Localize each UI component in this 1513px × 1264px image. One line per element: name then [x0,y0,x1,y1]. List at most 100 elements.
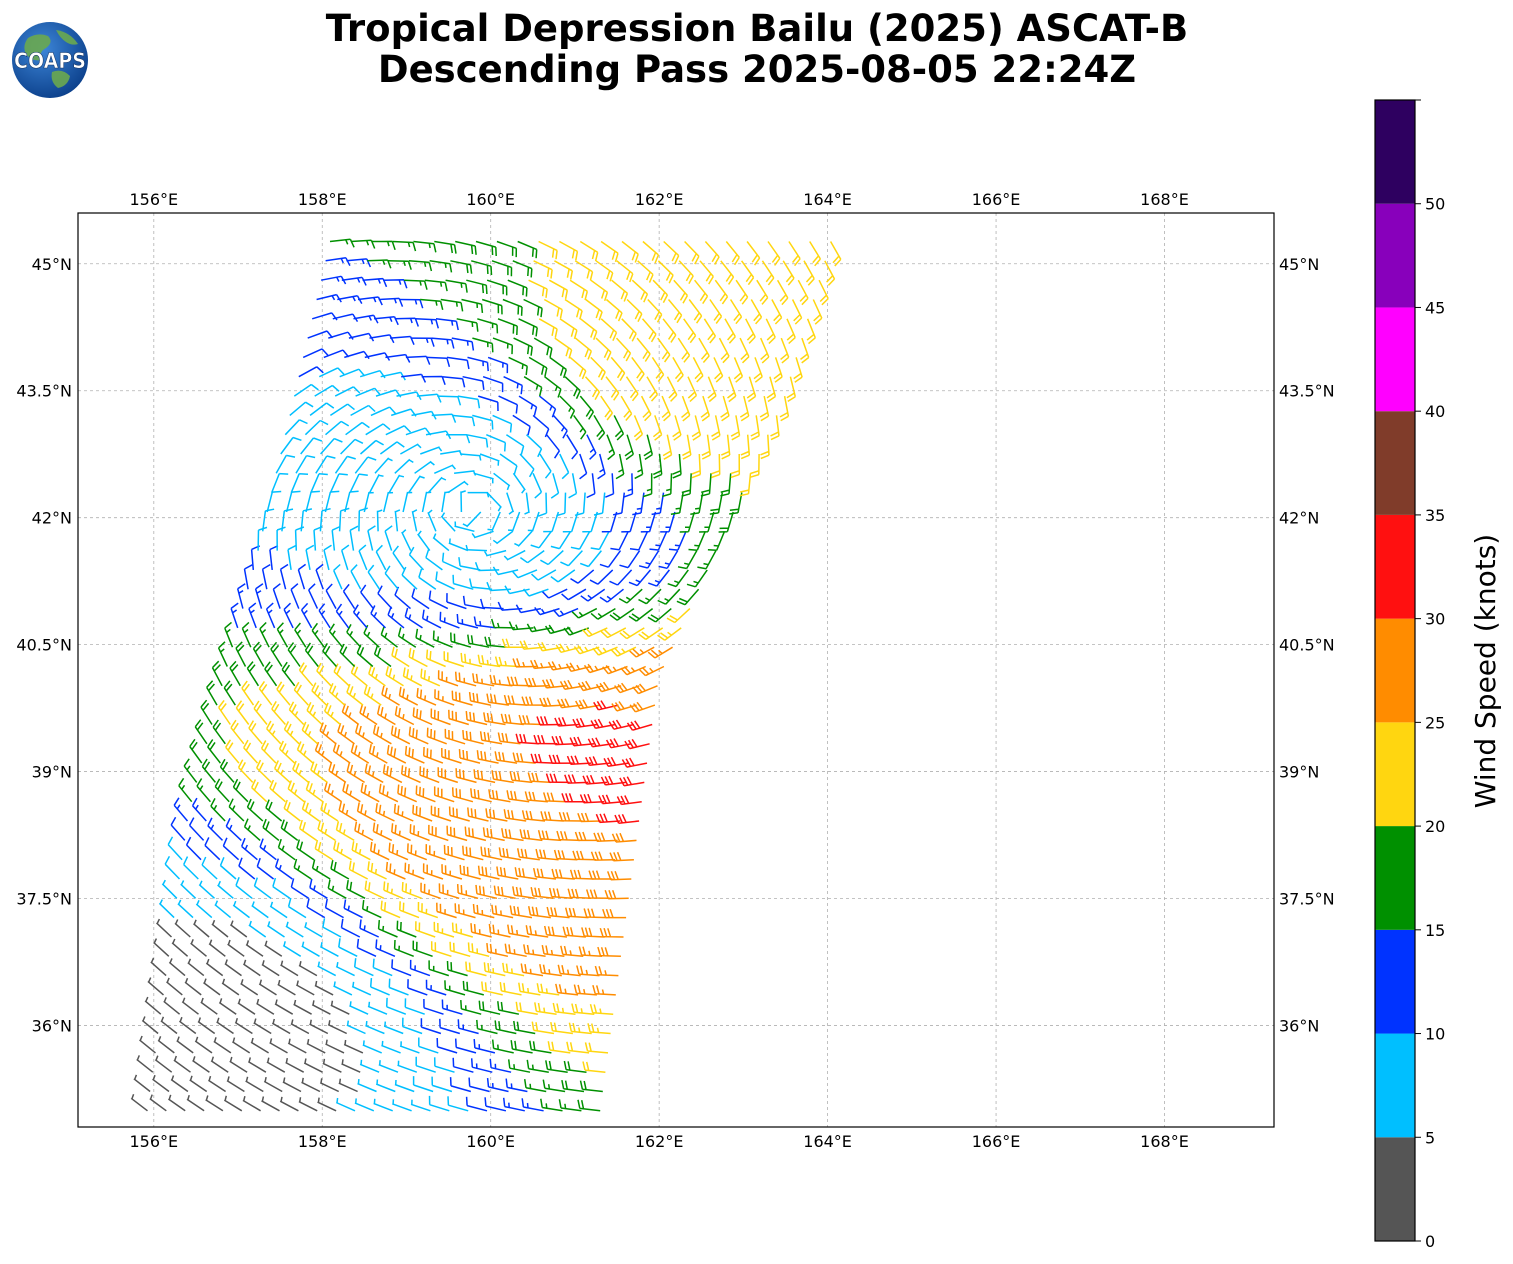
wind-barb [194,1036,213,1054]
lat-tick-label-left: 36°N [32,1016,72,1035]
wind-barb [537,641,563,652]
wind-barb [364,763,384,784]
wind-barb [526,1059,549,1073]
wind-barb [235,641,247,667]
wind-barb [657,627,682,641]
wind-barb [548,887,573,900]
wind-barb [511,569,538,579]
wind-barb [470,923,492,938]
wind-barb [348,860,369,880]
wind-barb [401,373,427,383]
wind-barb [760,434,770,460]
colorbar-bin [1375,514,1415,619]
wind-barb [551,868,575,880]
wind-barb [759,395,770,422]
wind-barb [325,583,337,609]
wind-barb [610,646,637,657]
lon-tick-label-bottom: 164°E [803,1132,852,1151]
wind-barb [338,1078,358,1093]
wind-barb [579,453,588,480]
wind-barb [311,682,328,706]
wind-barb [457,395,481,409]
wind-barb [548,279,569,300]
wind-barb [657,588,681,605]
wind-barb [652,415,663,441]
wind-barb [136,1055,154,1073]
wind-barb [404,279,428,290]
wind-barb [593,415,606,441]
wind-barb [479,731,503,745]
wind-barb [266,490,282,513]
wind-barb [793,357,803,383]
wind-barb [456,318,479,332]
wind-barb [631,279,649,303]
wind-barb [207,739,221,764]
wind-barb [642,473,653,498]
wind-barb [600,240,619,263]
wind-barb [624,434,635,461]
wind-barb [760,337,770,364]
wind-barb [573,984,597,996]
wind-barb [350,743,370,764]
wind-barb [450,632,472,648]
wind-barb [703,318,717,344]
wind-barb [489,1058,512,1073]
wind-barb [295,454,316,474]
wind-barb [401,881,422,899]
wind-barb [338,801,358,822]
wind-barb [346,624,362,648]
wind-barb [163,997,181,1015]
wind-barb [337,722,355,745]
wind-barb [494,656,519,668]
wind-barb [791,299,803,325]
wind-barb [611,832,637,843]
wind-barb [542,678,567,689]
wind-barb [594,965,619,977]
wind-barb [178,777,193,803]
wind-barb [265,602,276,629]
wind-barb [229,660,241,687]
wind-barb [311,622,325,648]
lon-tick-label-bottom: 156°E [129,1132,178,1151]
wind-barb [587,737,613,748]
wind-barb [417,901,439,919]
wind-barb [532,414,550,438]
wind-barb [662,318,677,343]
wind-barb [302,348,329,359]
wind-barb [592,646,618,656]
wind-barb [191,797,207,822]
wind-barb [493,885,516,900]
wind-barb [621,757,648,768]
wind-barb [433,464,456,474]
colorbar-bin [1375,203,1415,308]
wind-barb [700,473,712,497]
wind-barb [691,453,702,479]
wind-barb [454,1038,477,1054]
wind-barb [625,376,639,402]
wind-barb [538,318,558,338]
wind-barb [144,996,162,1015]
wind-barb [422,746,444,764]
wind-barb [458,557,481,571]
wind-barb [155,918,173,938]
wind-barb [262,818,280,841]
wind-barb [376,705,396,726]
wind-barb [610,356,626,381]
wind-barb [241,680,255,706]
wind-barb [305,490,320,513]
wind-barb [472,673,495,687]
wind-barb [585,756,610,767]
wind-barb [328,683,346,706]
wind-barb [509,771,533,784]
wind-barb [545,1060,568,1073]
wind-barb [456,884,479,900]
wind-barb [281,508,294,532]
wind-barb [544,376,562,398]
wind-barb [357,1079,377,1093]
wind-barb [621,240,639,263]
wind-barb [298,662,314,687]
wind-barb [317,820,336,842]
wind-barb [497,318,518,336]
wind-barb [271,472,289,493]
wind-barb [651,356,665,383]
